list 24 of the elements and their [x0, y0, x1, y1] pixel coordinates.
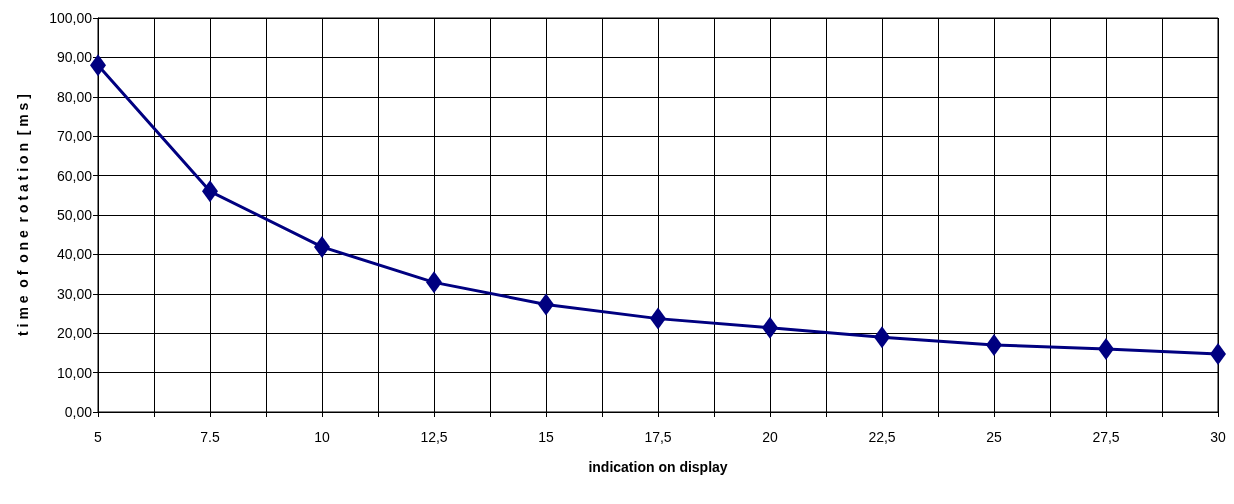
y-tick-label: 100,00 — [49, 10, 93, 26]
x-tick-label: 10 — [314, 429, 330, 445]
x-tick-label: 22,5 — [868, 429, 896, 445]
y-tick-label: 20,00 — [56, 325, 93, 342]
x-tick-label: 7.5 — [200, 429, 220, 445]
x-tick-label: 20 — [762, 429, 778, 445]
y-tick-label: 10,00 — [56, 364, 93, 381]
x-tick-label: 5 — [94, 429, 103, 445]
y-tick-label: 80,00 — [56, 88, 93, 105]
y-tick-label: 70,00 — [56, 128, 93, 145]
x-tick-label: 12,5 — [420, 429, 448, 445]
x-tick-label: 15 — [538, 429, 554, 445]
y-tick-label: 0,00 — [64, 404, 93, 420]
y-tick-label: 90,00 — [56, 49, 93, 66]
y-tick-label: 50,00 — [56, 207, 93, 223]
x-axis-title: indication on display — [588, 459, 728, 475]
y-tick-label: 40,00 — [56, 246, 93, 263]
x-tick-label: 17,5 — [644, 429, 672, 445]
x-tick-label: 25 — [986, 429, 1002, 445]
y-axis-title: t i m e o f o n e r o t a t i o n [ m s ] — [15, 94, 31, 336]
y-tick-label: 30,00 — [56, 285, 93, 302]
x-tick-label: 30 — [1210, 429, 1226, 445]
y-tick-label: 60,00 — [56, 167, 93, 184]
x-tick-label: 27,5 — [1092, 429, 1120, 445]
